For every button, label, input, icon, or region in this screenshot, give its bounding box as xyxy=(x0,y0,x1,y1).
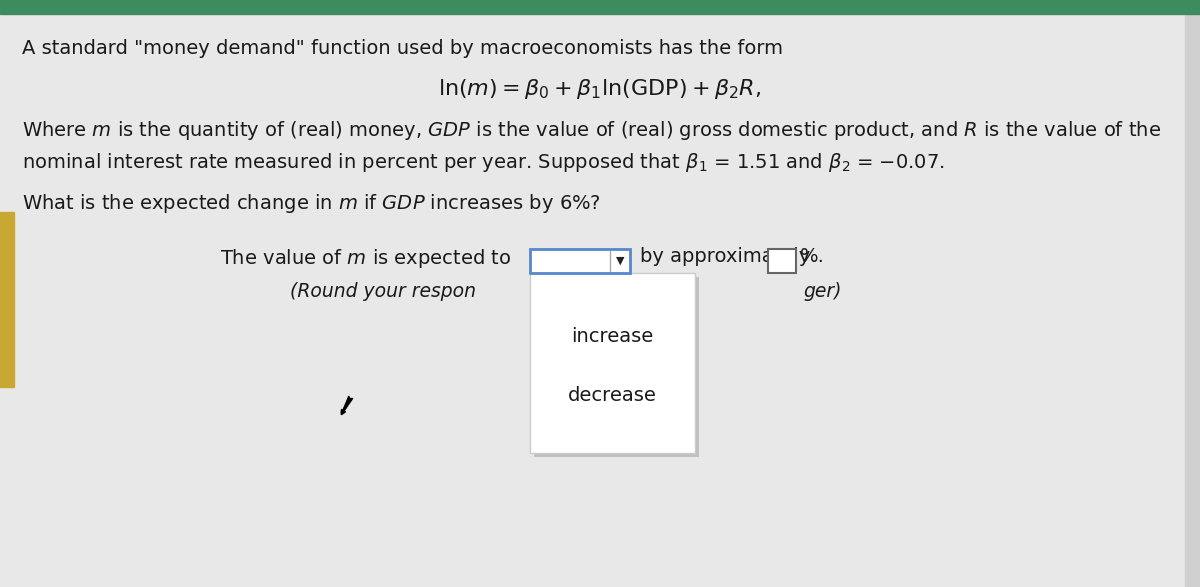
Bar xyxy=(0,0,1200,14)
Text: A standard "money demand" function used by macroeconomists has the form: A standard "money demand" function used … xyxy=(22,39,784,58)
FancyBboxPatch shape xyxy=(534,277,698,457)
Bar xyxy=(1186,0,1200,587)
Text: $\mathrm{ln}(m) = \beta_0 + \beta_1\mathrm{ln(GDP)} + \beta_2 R,$: $\mathrm{ln}(m) = \beta_0 + \beta_1\math… xyxy=(438,77,762,101)
Text: %.: %. xyxy=(800,247,824,266)
Text: What is the expected change in $m$ if $GDP$ increases by 6%?: What is the expected change in $m$ if $G… xyxy=(22,192,601,215)
Text: ger): ger) xyxy=(803,282,841,301)
FancyBboxPatch shape xyxy=(530,249,630,273)
Text: Where $m$ is the quantity of (real) money, $GDP$ is the value of (real) gross do: Where $m$ is the quantity of (real) mone… xyxy=(22,119,1162,174)
Text: ▼: ▼ xyxy=(616,256,624,266)
Text: increase: increase xyxy=(571,326,654,346)
FancyBboxPatch shape xyxy=(768,249,796,273)
Text: (Round your respon: (Round your respon xyxy=(290,282,476,301)
Text: The value of $m$ is expected to: The value of $m$ is expected to xyxy=(220,247,511,270)
Text: by approximately: by approximately xyxy=(640,247,810,266)
FancyBboxPatch shape xyxy=(530,273,695,453)
Text: decrease: decrease xyxy=(568,386,656,405)
Bar xyxy=(0,212,14,387)
